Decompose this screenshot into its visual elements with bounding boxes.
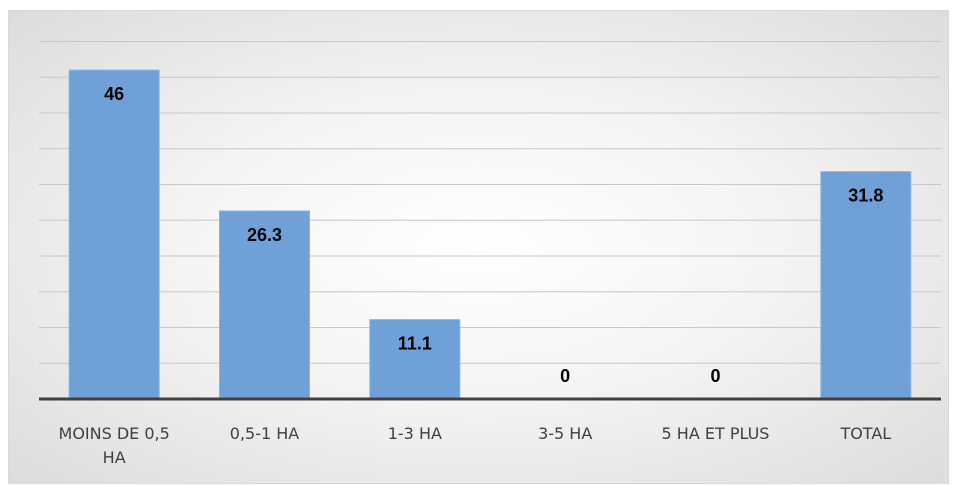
bar-chart: 46 26.3 11.1 0 0 31.8 MOINS DE 0,5 HA 0,5-1 HA 1… [39, 41, 941, 467]
category-label-5: TOTAL [839, 424, 891, 443]
data-label-4: 0 [710, 366, 720, 386]
gridlines [39, 41, 941, 364]
bar-2 [369, 319, 461, 400]
data-label-0: 46 [104, 84, 124, 104]
data-label-3: 0 [560, 366, 570, 386]
data-label-5: 31.8 [848, 186, 883, 206]
chart-container: 46 26.3 11.1 0 0 31.8 MOINS DE 0,5 HA 0,5-1 HA 1… [8, 10, 949, 484]
data-labels: 46 26.3 11.1 0 0 31.8 [104, 84, 883, 386]
category-label-2: 1-3 HA [388, 424, 442, 443]
bar-1 [219, 210, 310, 400]
category-label-1: 0,5-1 HA [230, 424, 300, 443]
data-label-2: 11.1 [398, 334, 432, 354]
data-label-1: 26.3 [247, 225, 282, 245]
category-label-0-line-0: MOINS DE 0,5 [59, 424, 170, 443]
bar-5 [820, 171, 912, 400]
bars [68, 69, 912, 400]
category-label-0-line-1: HA [103, 448, 126, 467]
bar-0 [68, 69, 160, 400]
category-labels: MOINS DE 0,5 HA 0,5-1 HA 1-3 HA 3-5 HA 5 HA E… [59, 424, 892, 467]
category-label-4: 5 HA ET PLUS [662, 424, 770, 443]
category-label-3: 3-5 HA [538, 424, 592, 443]
